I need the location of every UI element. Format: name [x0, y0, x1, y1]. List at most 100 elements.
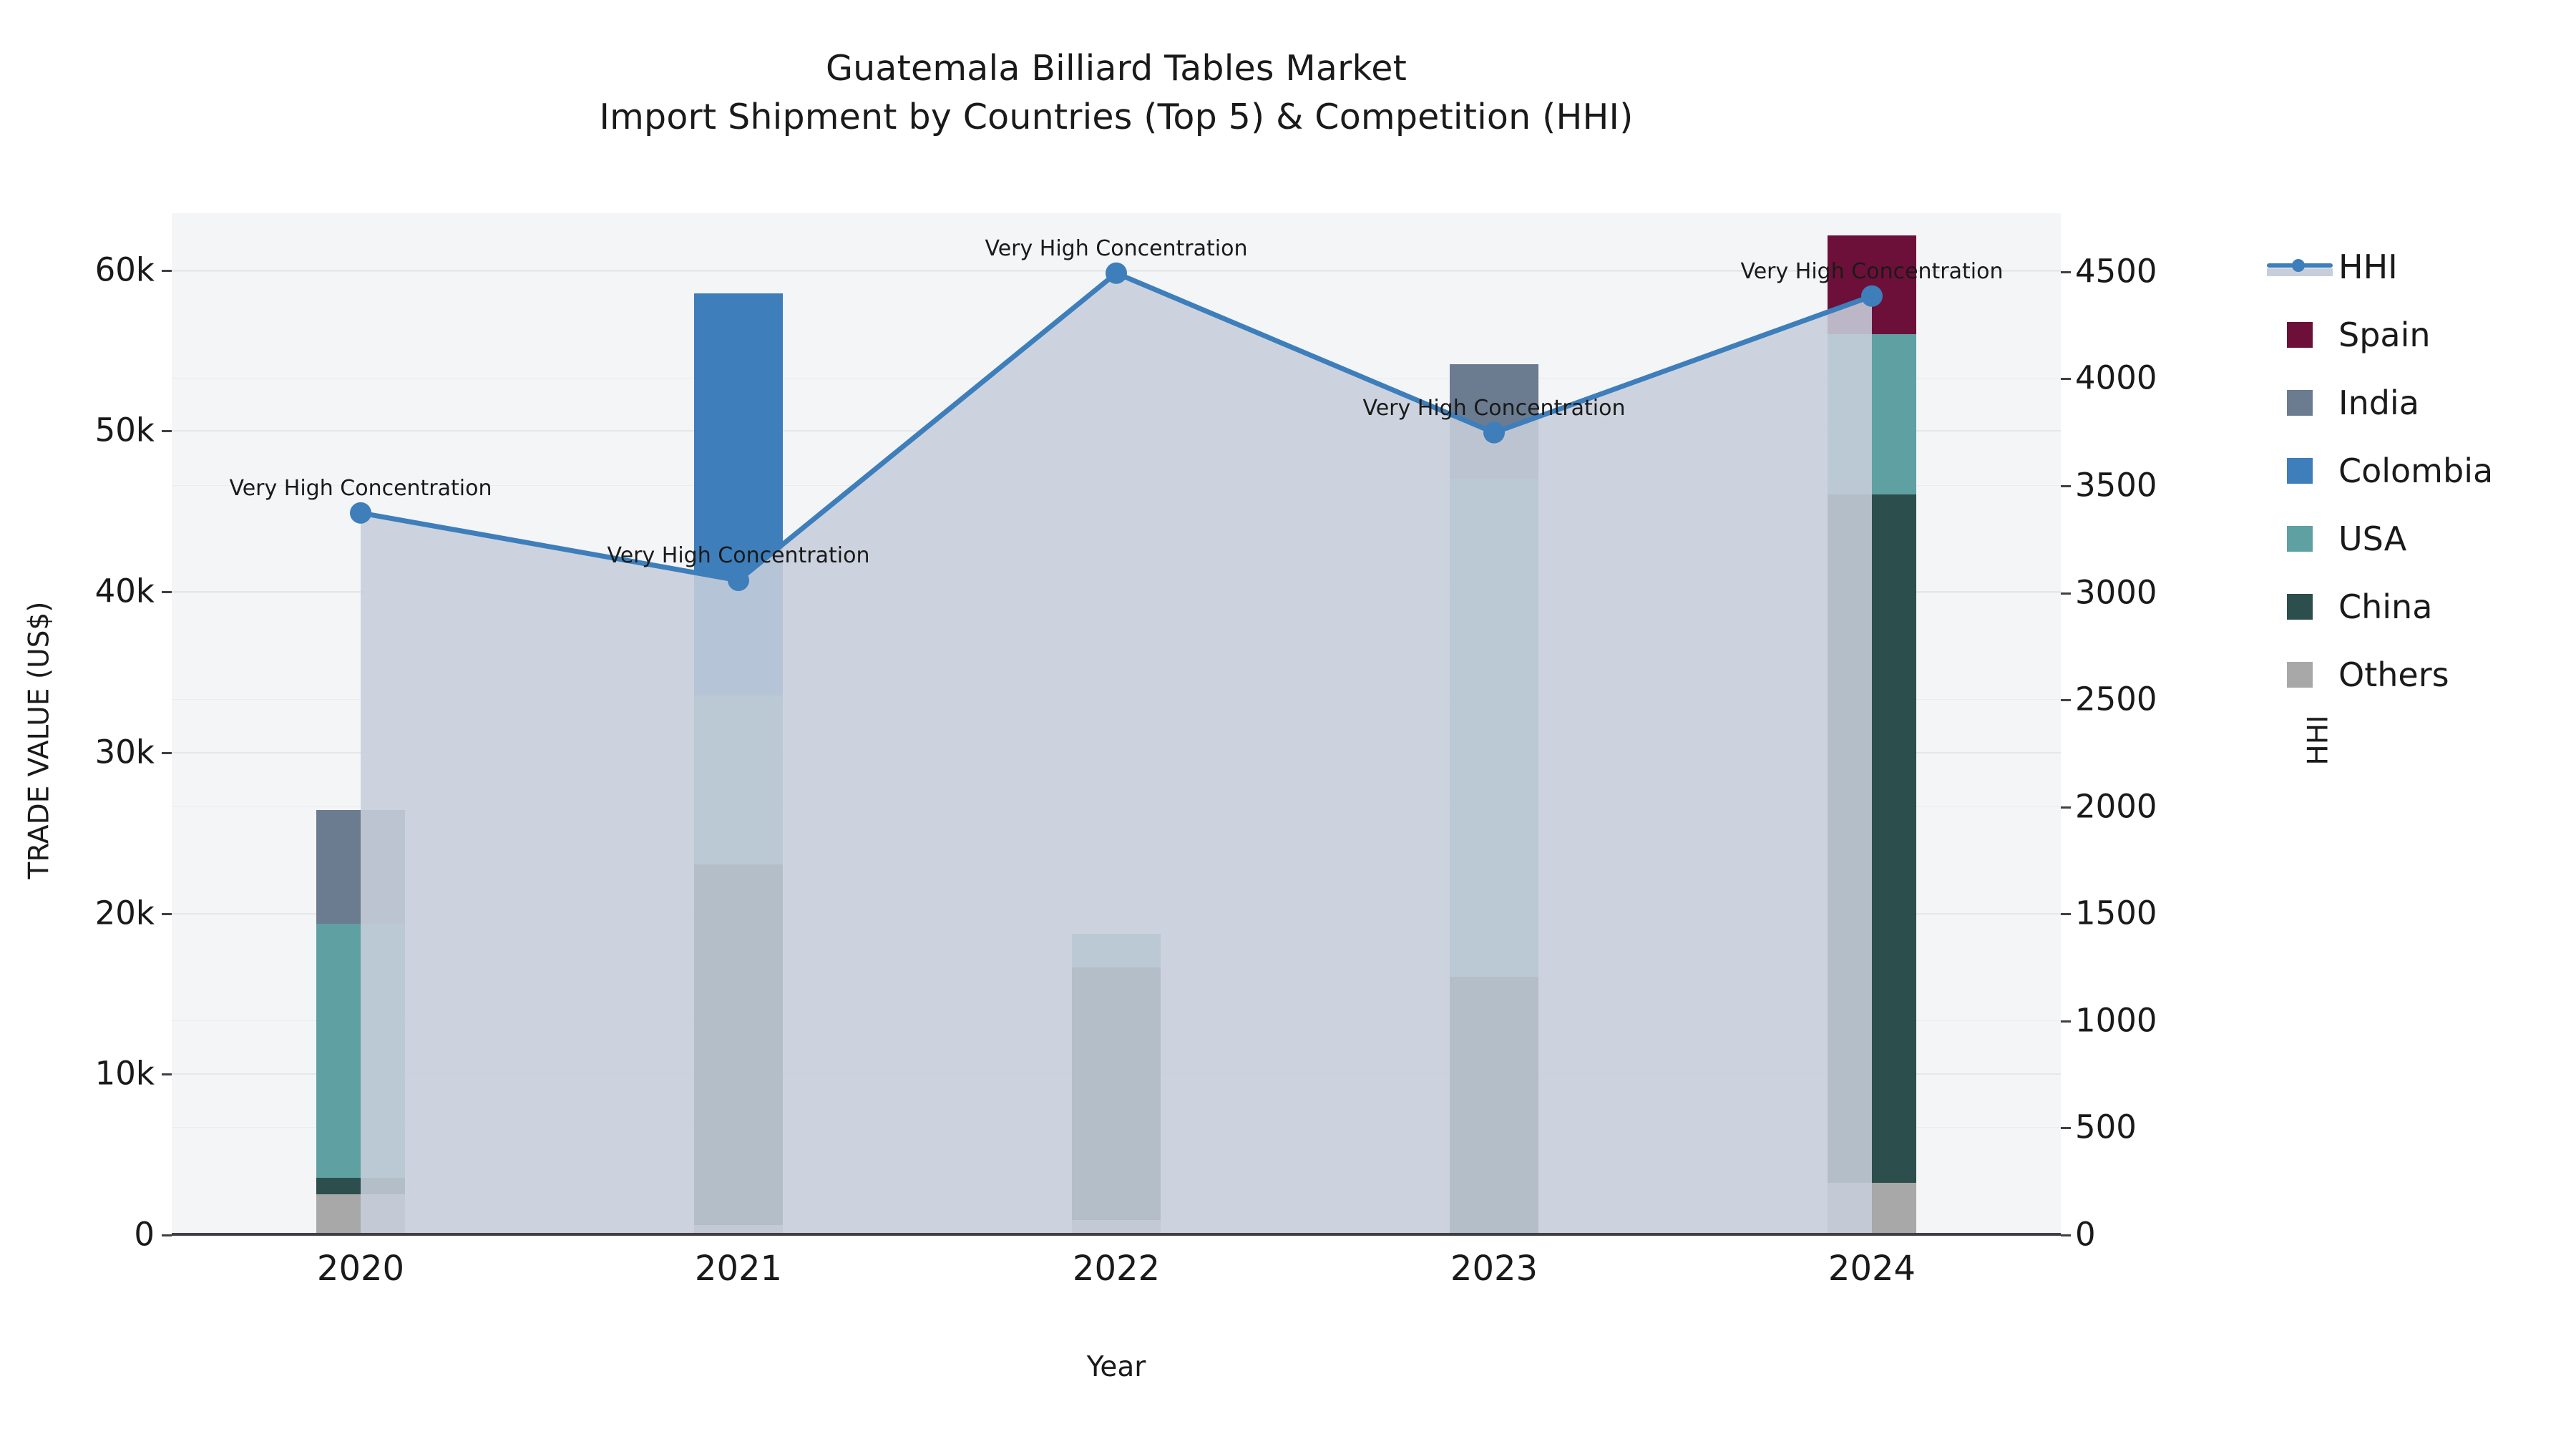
- y-axis-left-tick-label: 50k: [94, 411, 155, 449]
- y-axis-left-tick-mark: [162, 912, 172, 915]
- legend-area-band: [2267, 268, 2333, 276]
- bar-segment-others[interactable]: [1072, 1219, 1161, 1234]
- legend-swatch-wrap: [2261, 593, 2338, 620]
- legend-item-usa[interactable]: USA: [2261, 504, 2569, 572]
- y-axis-right-tick-mark: [2061, 913, 2071, 916]
- legend-item-hhi[interactable]: HHI: [2261, 233, 2569, 301]
- y-axis-right-tick-mark: [2061, 806, 2071, 809]
- bar-segment-usa[interactable]: [694, 696, 783, 865]
- legend-item-colombia[interactable]: Colombia: [2261, 436, 2569, 504]
- chart-subtitle: Import Shipment by Countries (Top 5) & C…: [599, 96, 1634, 137]
- y-axis-right-tick-label: 1000: [2075, 1001, 2157, 1040]
- annotation-label: Very High Concentration: [607, 543, 870, 569]
- x-axis-spine: [172, 1233, 2061, 1236]
- y-axis-left-tick-mark: [162, 591, 172, 594]
- y-axis-right-tick-label: 1500: [2075, 894, 2157, 932]
- y-axis-right-tick-label: 500: [2075, 1108, 2137, 1146]
- bar-segment-usa[interactable]: [1072, 933, 1161, 967]
- bar-segment-china[interactable]: [1072, 967, 1161, 1220]
- legend-color-swatch: [2287, 661, 2313, 688]
- legend-label: USA: [2338, 519, 2407, 558]
- bar-segment-usa[interactable]: [1450, 478, 1538, 977]
- y-axis-left-tick-mark: [162, 430, 172, 433]
- y-axis-right-tick-mark: [2061, 484, 2071, 487]
- legend-item-india[interactable]: India: [2261, 369, 2569, 436]
- bar-segment-others[interactable]: [316, 1194, 405, 1234]
- bar-segment-spain[interactable]: [1828, 235, 1916, 334]
- y-axis-right-tick-mark: [2061, 1234, 2071, 1236]
- y-axis-left-tick-mark: [162, 751, 172, 754]
- y-axis-left-tick-label: 20k: [94, 894, 155, 932]
- y-axis-left-tick-mark: [162, 1234, 172, 1236]
- legend-color-swatch: [2287, 593, 2313, 620]
- chart-title-block: Guatemala Billiard Tables Market Import …: [172, 44, 2061, 141]
- bar-segment-china[interactable]: [1828, 494, 1916, 1184]
- bar-segment-india[interactable]: [1450, 364, 1538, 479]
- legend-label: India: [2338, 383, 2419, 422]
- x-axis-tick-label-2023: 2023: [1450, 1249, 1538, 1289]
- y-axis-right-tick-label: 3500: [2075, 466, 2157, 504]
- legend-label: Others: [2338, 655, 2449, 694]
- legend-swatch-wrap: [2261, 661, 2338, 688]
- annotation-label: Very High Concentration: [985, 235, 1248, 261]
- x-axis-tick-label-2024: 2024: [1828, 1249, 1916, 1289]
- plot-inner: [172, 213, 2061, 1234]
- legend-swatch-wrap: [2261, 389, 2338, 416]
- legend-color-swatch: [2287, 389, 2313, 416]
- bar-segment-china[interactable]: [694, 864, 783, 1225]
- legend-swatch-wrap: [2261, 457, 2338, 484]
- y-axis-right-tick-mark: [2061, 1020, 2071, 1023]
- bar-group[interactable]: [694, 213, 783, 1234]
- y-axis-right-tick-label: 0: [2075, 1215, 2096, 1254]
- y-axis-right-tick-label: 4500: [2075, 252, 2157, 291]
- legend-item-china[interactable]: China: [2261, 572, 2569, 640]
- y-axis-left-tick-label: 10k: [94, 1054, 155, 1093]
- chart-legend: HHI Spain India Colombia USA China Others: [2261, 233, 2569, 708]
- bar-segment-china[interactable]: [316, 1178, 405, 1194]
- legend-swatch-wrap: [2261, 258, 2338, 276]
- y-axis-left-label: TRADE VALUE (US$): [23, 601, 56, 879]
- bar-segment-others[interactable]: [1828, 1183, 1916, 1234]
- x-axis-tick-label-2022: 2022: [1072, 1249, 1161, 1289]
- legend-label: Colombia: [2338, 451, 2494, 490]
- y-axis-left-tick-label: 60k: [94, 250, 155, 289]
- bar-group[interactable]: [316, 213, 405, 1234]
- annotation-label: Very High Concentration: [1362, 395, 1626, 421]
- bar-segment-colombia[interactable]: [694, 293, 783, 696]
- y-axis-left-tick-label: 0: [134, 1215, 155, 1254]
- legend-label: China: [2338, 587, 2433, 626]
- annotation-label: Very High Concentration: [229, 475, 492, 501]
- y-axis-right-tick-label: 2500: [2075, 680, 2157, 718]
- legend-swatch-wrap: [2261, 321, 2338, 348]
- legend-color-swatch: [2287, 321, 2313, 348]
- bar-group[interactable]: [1828, 213, 1916, 1234]
- bar-segment-india[interactable]: [316, 809, 405, 924]
- bar-segment-china[interactable]: [1450, 977, 1538, 1234]
- y-axis-left-tick-label: 30k: [94, 733, 155, 771]
- legend-color-swatch: [2287, 457, 2313, 484]
- bar-segment-usa[interactable]: [316, 924, 405, 1179]
- y-axis-right-tick-mark: [2061, 699, 2071, 702]
- bar-group[interactable]: [1450, 213, 1538, 1234]
- x-axis-tick-label-2020: 2020: [316, 1249, 405, 1289]
- y-axis-right-tick-mark: [2061, 592, 2071, 595]
- legend-label: Spain: [2338, 315, 2431, 354]
- bar-group[interactable]: [1072, 213, 1161, 1234]
- legend-line-marker-icon: [2292, 258, 2305, 272]
- legend-item-others[interactable]: Others: [2261, 640, 2569, 708]
- bar-segment-usa[interactable]: [1828, 333, 1916, 495]
- y-axis-right-tick-mark: [2061, 1127, 2071, 1130]
- y-axis-right-tick-mark: [2061, 378, 2071, 381]
- legend-line-icon: [2267, 258, 2333, 276]
- legend-swatch-wrap: [2261, 525, 2338, 552]
- y-axis-right-tick-mark: [2061, 270, 2071, 273]
- plot-area: Very High Concentration Very High Concent…: [172, 213, 2061, 1234]
- annotation-label: Very High Concentration: [1740, 258, 2004, 284]
- y-axis-left-tick-mark: [162, 269, 172, 272]
- y-axis-right-tick-label: 3000: [2075, 573, 2157, 612]
- y-axis-right-tick-label: 2000: [2075, 787, 2157, 826]
- y-axis-left-tick-label: 40k: [94, 572, 155, 610]
- legend-label: HHI: [2338, 247, 2398, 286]
- legend-item-spain[interactable]: Spain: [2261, 301, 2569, 369]
